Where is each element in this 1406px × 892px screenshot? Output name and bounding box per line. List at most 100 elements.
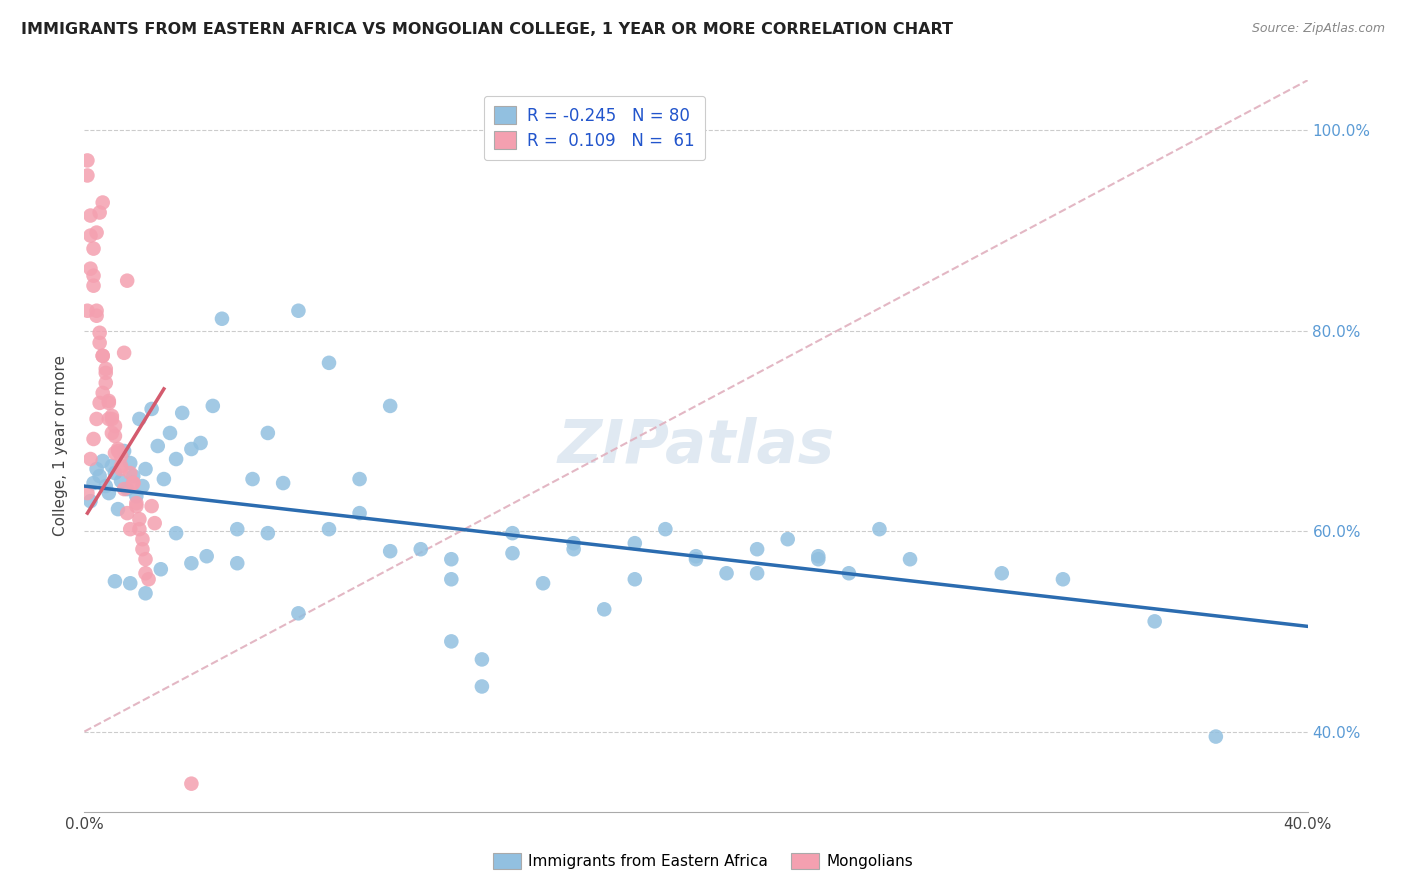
Point bbox=[180, 777, 202, 791]
Point bbox=[747, 566, 769, 581]
Point bbox=[685, 552, 707, 566]
Point bbox=[86, 303, 108, 318]
Point bbox=[180, 556, 202, 570]
Point bbox=[112, 346, 135, 360]
Point bbox=[120, 522, 142, 536]
Point bbox=[349, 472, 371, 486]
Point bbox=[242, 472, 264, 486]
Point bbox=[898, 552, 921, 566]
Point bbox=[122, 476, 145, 491]
Point bbox=[318, 356, 340, 370]
Point bbox=[1052, 572, 1074, 586]
Point bbox=[97, 486, 120, 500]
Point bbox=[138, 572, 160, 586]
Point bbox=[89, 205, 111, 219]
Point bbox=[112, 444, 135, 458]
Point bbox=[380, 544, 402, 558]
Point bbox=[226, 556, 249, 570]
Point bbox=[86, 226, 108, 240]
Point bbox=[83, 432, 105, 446]
Point bbox=[201, 399, 224, 413]
Point bbox=[257, 425, 280, 440]
Point bbox=[83, 278, 105, 293]
Point bbox=[83, 242, 105, 256]
Point bbox=[91, 454, 114, 468]
Point bbox=[104, 446, 127, 460]
Point bbox=[91, 195, 114, 210]
Point bbox=[89, 469, 111, 483]
Point bbox=[685, 549, 707, 564]
Text: Source: ZipAtlas.com: Source: ZipAtlas.com bbox=[1251, 22, 1385, 36]
Point bbox=[122, 476, 145, 491]
Point bbox=[120, 466, 142, 480]
Point bbox=[125, 496, 148, 510]
Point bbox=[79, 494, 101, 508]
Point bbox=[128, 522, 150, 536]
Point bbox=[104, 419, 127, 434]
Point bbox=[502, 546, 524, 560]
Point bbox=[97, 393, 120, 408]
Point bbox=[471, 652, 494, 666]
Point bbox=[807, 549, 830, 564]
Point bbox=[747, 542, 769, 557]
Point bbox=[125, 489, 148, 503]
Legend: R = -0.245   N = 80, R =  0.109   N =  61: R = -0.245 N = 80, R = 0.109 N = 61 bbox=[484, 96, 704, 160]
Point bbox=[107, 442, 129, 456]
Point bbox=[502, 526, 524, 541]
Point bbox=[440, 634, 463, 648]
Point bbox=[318, 522, 340, 536]
Point bbox=[531, 576, 554, 591]
Point bbox=[107, 444, 129, 458]
Point bbox=[562, 536, 585, 550]
Point bbox=[104, 574, 127, 589]
Point bbox=[135, 552, 157, 566]
Point bbox=[83, 268, 105, 283]
Point bbox=[226, 522, 249, 536]
Point bbox=[211, 311, 233, 326]
Point bbox=[776, 532, 799, 546]
Point bbox=[172, 406, 194, 420]
Point bbox=[101, 409, 124, 423]
Text: IMMIGRANTS FROM EASTERN AFRICA VS MONGOLIAN COLLEGE, 1 YEAR OR MORE CORRELATION : IMMIGRANTS FROM EASTERN AFRICA VS MONGOL… bbox=[21, 22, 953, 37]
Point bbox=[79, 209, 101, 223]
Point bbox=[143, 516, 166, 530]
Point bbox=[94, 362, 117, 376]
Point bbox=[91, 349, 114, 363]
Point bbox=[562, 542, 585, 557]
Point bbox=[271, 476, 294, 491]
Point bbox=[838, 566, 860, 581]
Point bbox=[135, 586, 157, 600]
Point bbox=[135, 462, 157, 476]
Point bbox=[101, 458, 124, 473]
Point bbox=[94, 366, 117, 380]
Point bbox=[180, 442, 202, 456]
Point bbox=[79, 452, 101, 467]
Point bbox=[76, 169, 98, 183]
Point bbox=[76, 486, 98, 500]
Point bbox=[101, 412, 124, 426]
Y-axis label: College, 1 year or more: College, 1 year or more bbox=[53, 356, 69, 536]
Point bbox=[1205, 730, 1227, 744]
Legend: Immigrants from Eastern Africa, Mongolians: Immigrants from Eastern Africa, Mongolia… bbox=[486, 847, 920, 875]
Point bbox=[76, 153, 98, 168]
Point bbox=[120, 456, 142, 470]
Point bbox=[146, 439, 169, 453]
Point bbox=[86, 462, 108, 476]
Point bbox=[165, 526, 187, 541]
Point bbox=[807, 552, 830, 566]
Point bbox=[195, 549, 218, 564]
Point bbox=[869, 522, 891, 536]
Point bbox=[115, 274, 138, 288]
Point bbox=[128, 512, 150, 526]
Point bbox=[624, 572, 647, 586]
Point bbox=[128, 412, 150, 426]
Point bbox=[190, 436, 212, 450]
Point bbox=[257, 526, 280, 541]
Point bbox=[104, 429, 127, 443]
Point bbox=[110, 462, 132, 476]
Point bbox=[153, 472, 176, 486]
Point bbox=[104, 466, 127, 480]
Point bbox=[165, 452, 187, 467]
Point bbox=[89, 335, 111, 350]
Point bbox=[94, 376, 117, 390]
